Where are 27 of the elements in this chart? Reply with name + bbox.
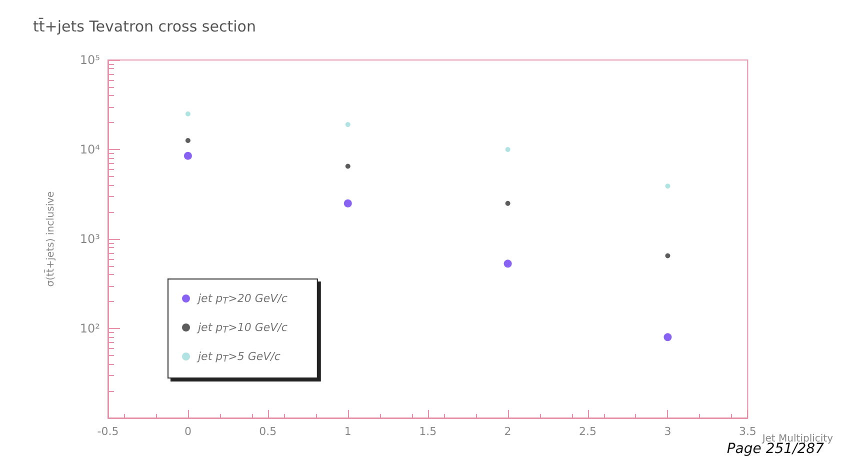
- y-tick-label: 10⁵: [80, 53, 100, 67]
- y-axis-title: σ(tt̄+jets) inclusive: [44, 191, 56, 287]
- x-tick-label: 2: [504, 425, 512, 438]
- point: [184, 152, 192, 160]
- x-tick-label: -0.5: [97, 425, 119, 438]
- point: [344, 199, 352, 208]
- point: [504, 260, 512, 268]
- point: [345, 164, 350, 169]
- x-tick-label: 3: [664, 425, 672, 438]
- y-tick-label: 10³: [80, 232, 100, 246]
- x-tick-label: 0.5: [259, 425, 277, 438]
- y-tick-label: 10²: [80, 322, 100, 336]
- chart-title: tt̄+jets Tevatron cross section: [33, 16, 256, 36]
- point: [665, 184, 670, 189]
- point: [505, 147, 510, 152]
- point: [185, 111, 190, 116]
- point: [505, 200, 510, 206]
- x-tick-label: 0: [184, 425, 192, 438]
- point: [345, 122, 350, 128]
- point: [665, 253, 670, 258]
- y-tick-label: 10⁴: [80, 142, 100, 156]
- x-tick-label: 1: [344, 425, 352, 438]
- x-tick-label: 2.5: [579, 425, 597, 438]
- point: [664, 333, 672, 342]
- point: [185, 138, 190, 144]
- x-tick-label: 3.5: [738, 425, 756, 438]
- x-tick-label: 1.5: [419, 425, 437, 438]
